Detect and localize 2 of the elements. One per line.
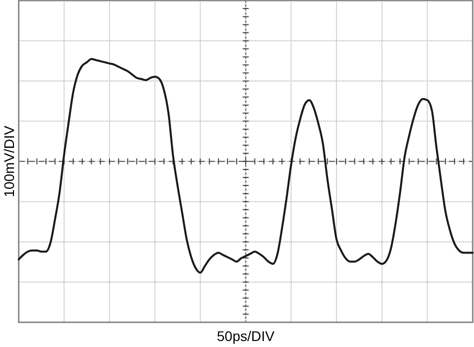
y-axis-title: 100mV/DIV (1, 124, 17, 198)
x-axis-title: 50ps/DIV (216, 328, 276, 344)
